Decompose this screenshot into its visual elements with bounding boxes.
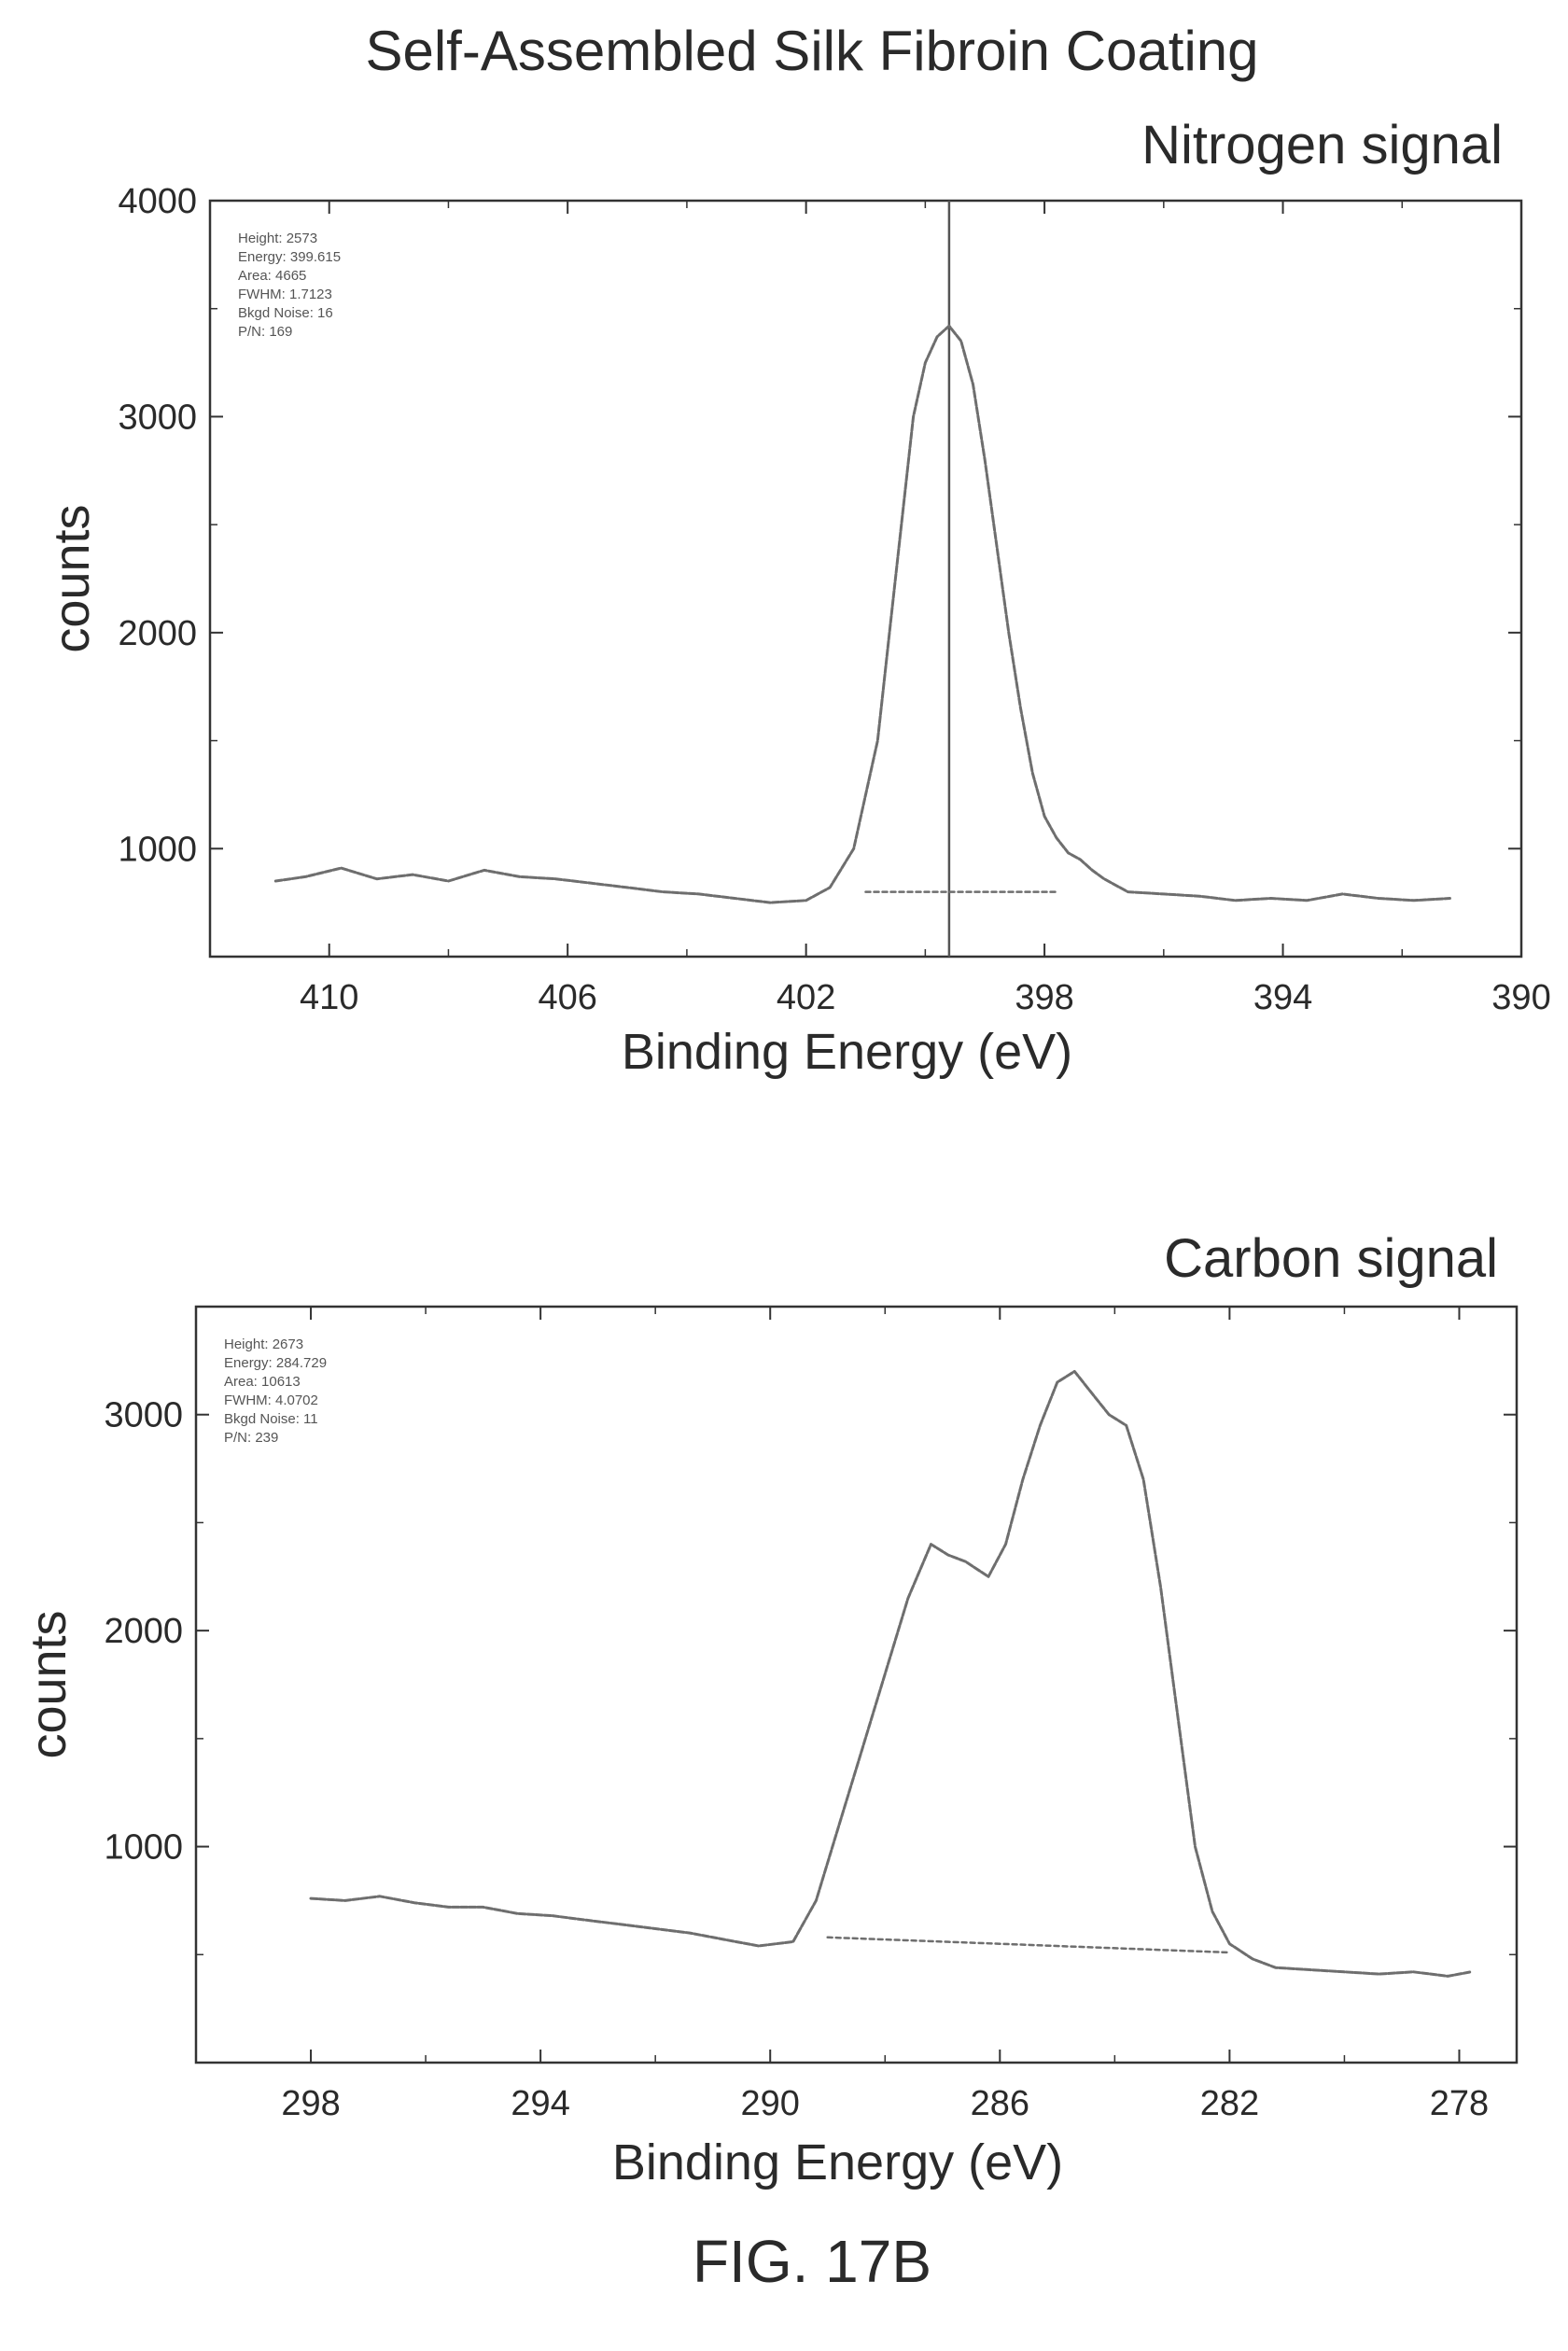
- nitrogen-x-tick-label: 402: [777, 978, 835, 1017]
- nitrogen-annotation-line: Area: 4665: [238, 268, 306, 284]
- carbon-plot-frame: [194, 1305, 1519, 2064]
- nitrogen-x-tick-label: 398: [1015, 978, 1073, 1017]
- carbon-annotation-line: Area: 10613: [224, 1374, 301, 1390]
- carbon-x-tick-label: 290: [741, 2084, 800, 2123]
- carbon-annotation-line: Bkgd Noise: 11: [224, 1411, 318, 1427]
- carbon-y-tick-label: 1000: [104, 1828, 183, 1868]
- nitrogen-y-tick-label: 2000: [118, 614, 197, 653]
- carbon-chart-title: Carbon signal: [1164, 1228, 1498, 1289]
- carbon-annotation-line: Height: 2673: [224, 1336, 303, 1352]
- nitrogen-y-tick-label: 4000: [118, 182, 197, 221]
- carbon-x-axis-label: Binding Energy (eV): [612, 2134, 1063, 2190]
- carbon-annotation-line: Energy: 284.729: [224, 1355, 327, 1371]
- nitrogen-y-tick-label: 1000: [118, 830, 197, 869]
- carbon-x-tick-label: 278: [1430, 2084, 1489, 2123]
- figure-title: Self-Assembled Silk Fibroin Coating: [365, 20, 1258, 82]
- nitrogen-chart: 410 406 402 398 394 390 1000 2000 3000 4000 Nitrog…: [44, 115, 1551, 1080]
- nitrogen-annotation-line: FWHM: 1.7123: [238, 287, 332, 302]
- carbon-annotation-line: FWHM: 4.0702: [224, 1392, 318, 1408]
- carbon-x-tick-label: 282: [1200, 2084, 1259, 2123]
- carbon-y-tick-label: 2000: [104, 1612, 183, 1651]
- nitrogen-x-tick-label: 394: [1253, 978, 1312, 1017]
- carbon-chart: 298 294 290 286 282 278 1000 2000 3000 Carbon sig…: [21, 1228, 1519, 2190]
- nitrogen-spectrum-line: [273, 324, 1451, 904]
- nitrogen-annotation-line: Height: 2573: [238, 231, 317, 246]
- nitrogen-y-tick-label: 3000: [118, 398, 197, 437]
- figure-caption: FIG. 17B: [693, 2228, 931, 2295]
- nitrogen-x-axis-label: Binding Energy (eV): [622, 1024, 1072, 1080]
- carbon-x-tick-label: 286: [971, 2084, 1029, 2123]
- nitrogen-x-tick-label: 410: [300, 978, 358, 1017]
- nitrogen-x-tick-label: 390: [1491, 978, 1550, 1017]
- nitrogen-x-tick-label: 406: [538, 978, 596, 1017]
- nitrogen-annotation-line: Bkgd Noise: 16: [238, 305, 333, 321]
- carbon-spectrum-line: [309, 1369, 1473, 1978]
- nitrogen-chart-title: Nitrogen signal: [1141, 115, 1503, 175]
- nitrogen-annotation-line: Energy: 399.615: [238, 249, 341, 265]
- carbon-x-tick-label: 298: [281, 2084, 340, 2123]
- nitrogen-y-axis-label: counts: [44, 504, 100, 652]
- carbon-x-tick-label: 294: [511, 2084, 569, 2123]
- nitrogen-plot-frame: [208, 199, 1523, 959]
- carbon-y-tick-label: 3000: [104, 1396, 183, 1435]
- nitrogen-annotation-line: P/N: 169: [238, 324, 292, 340]
- carbon-annotation-line: P/N: 239: [224, 1430, 278, 1446]
- carbon-baseline-line: [826, 1936, 1231, 1954]
- carbon-y-axis-label: counts: [21, 1610, 77, 1758]
